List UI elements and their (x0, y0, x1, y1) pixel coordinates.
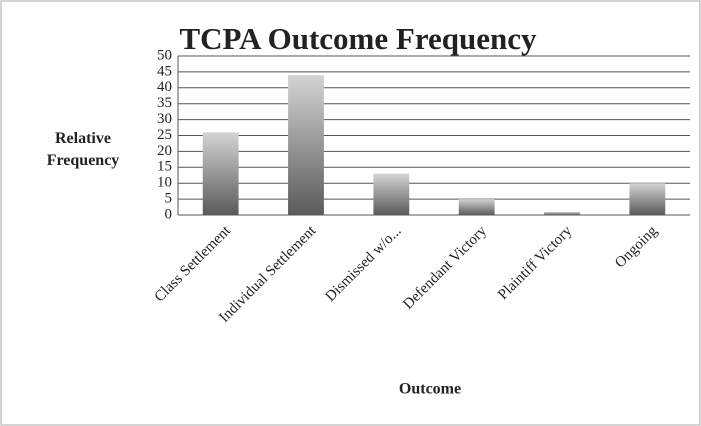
y-tick-label: 25 (157, 127, 172, 143)
bar (629, 183, 666, 215)
x-axis-label: Outcome (399, 381, 461, 398)
chart-title: TCPA Outcome Frequency (179, 21, 537, 56)
y-tick-label: 15 (157, 159, 172, 175)
y-tick-label: 30 (157, 111, 172, 127)
bar (458, 199, 495, 215)
bar (544, 211, 580, 215)
y-tick-label: 45 (157, 63, 172, 79)
y-tick-label: 35 (157, 95, 172, 111)
bar (202, 132, 239, 215)
y-tick-label: 50 (157, 47, 172, 63)
bar (288, 75, 324, 215)
y-tick-label: 40 (157, 79, 172, 95)
y-tick-label: 0 (165, 206, 173, 222)
y-tick-label: 20 (157, 143, 172, 159)
y-axis-label: Relative Frequency (46, 130, 120, 169)
bar (373, 173, 410, 215)
y-tick-label: 5 (165, 191, 173, 207)
y-tick-label: 10 (157, 175, 172, 191)
